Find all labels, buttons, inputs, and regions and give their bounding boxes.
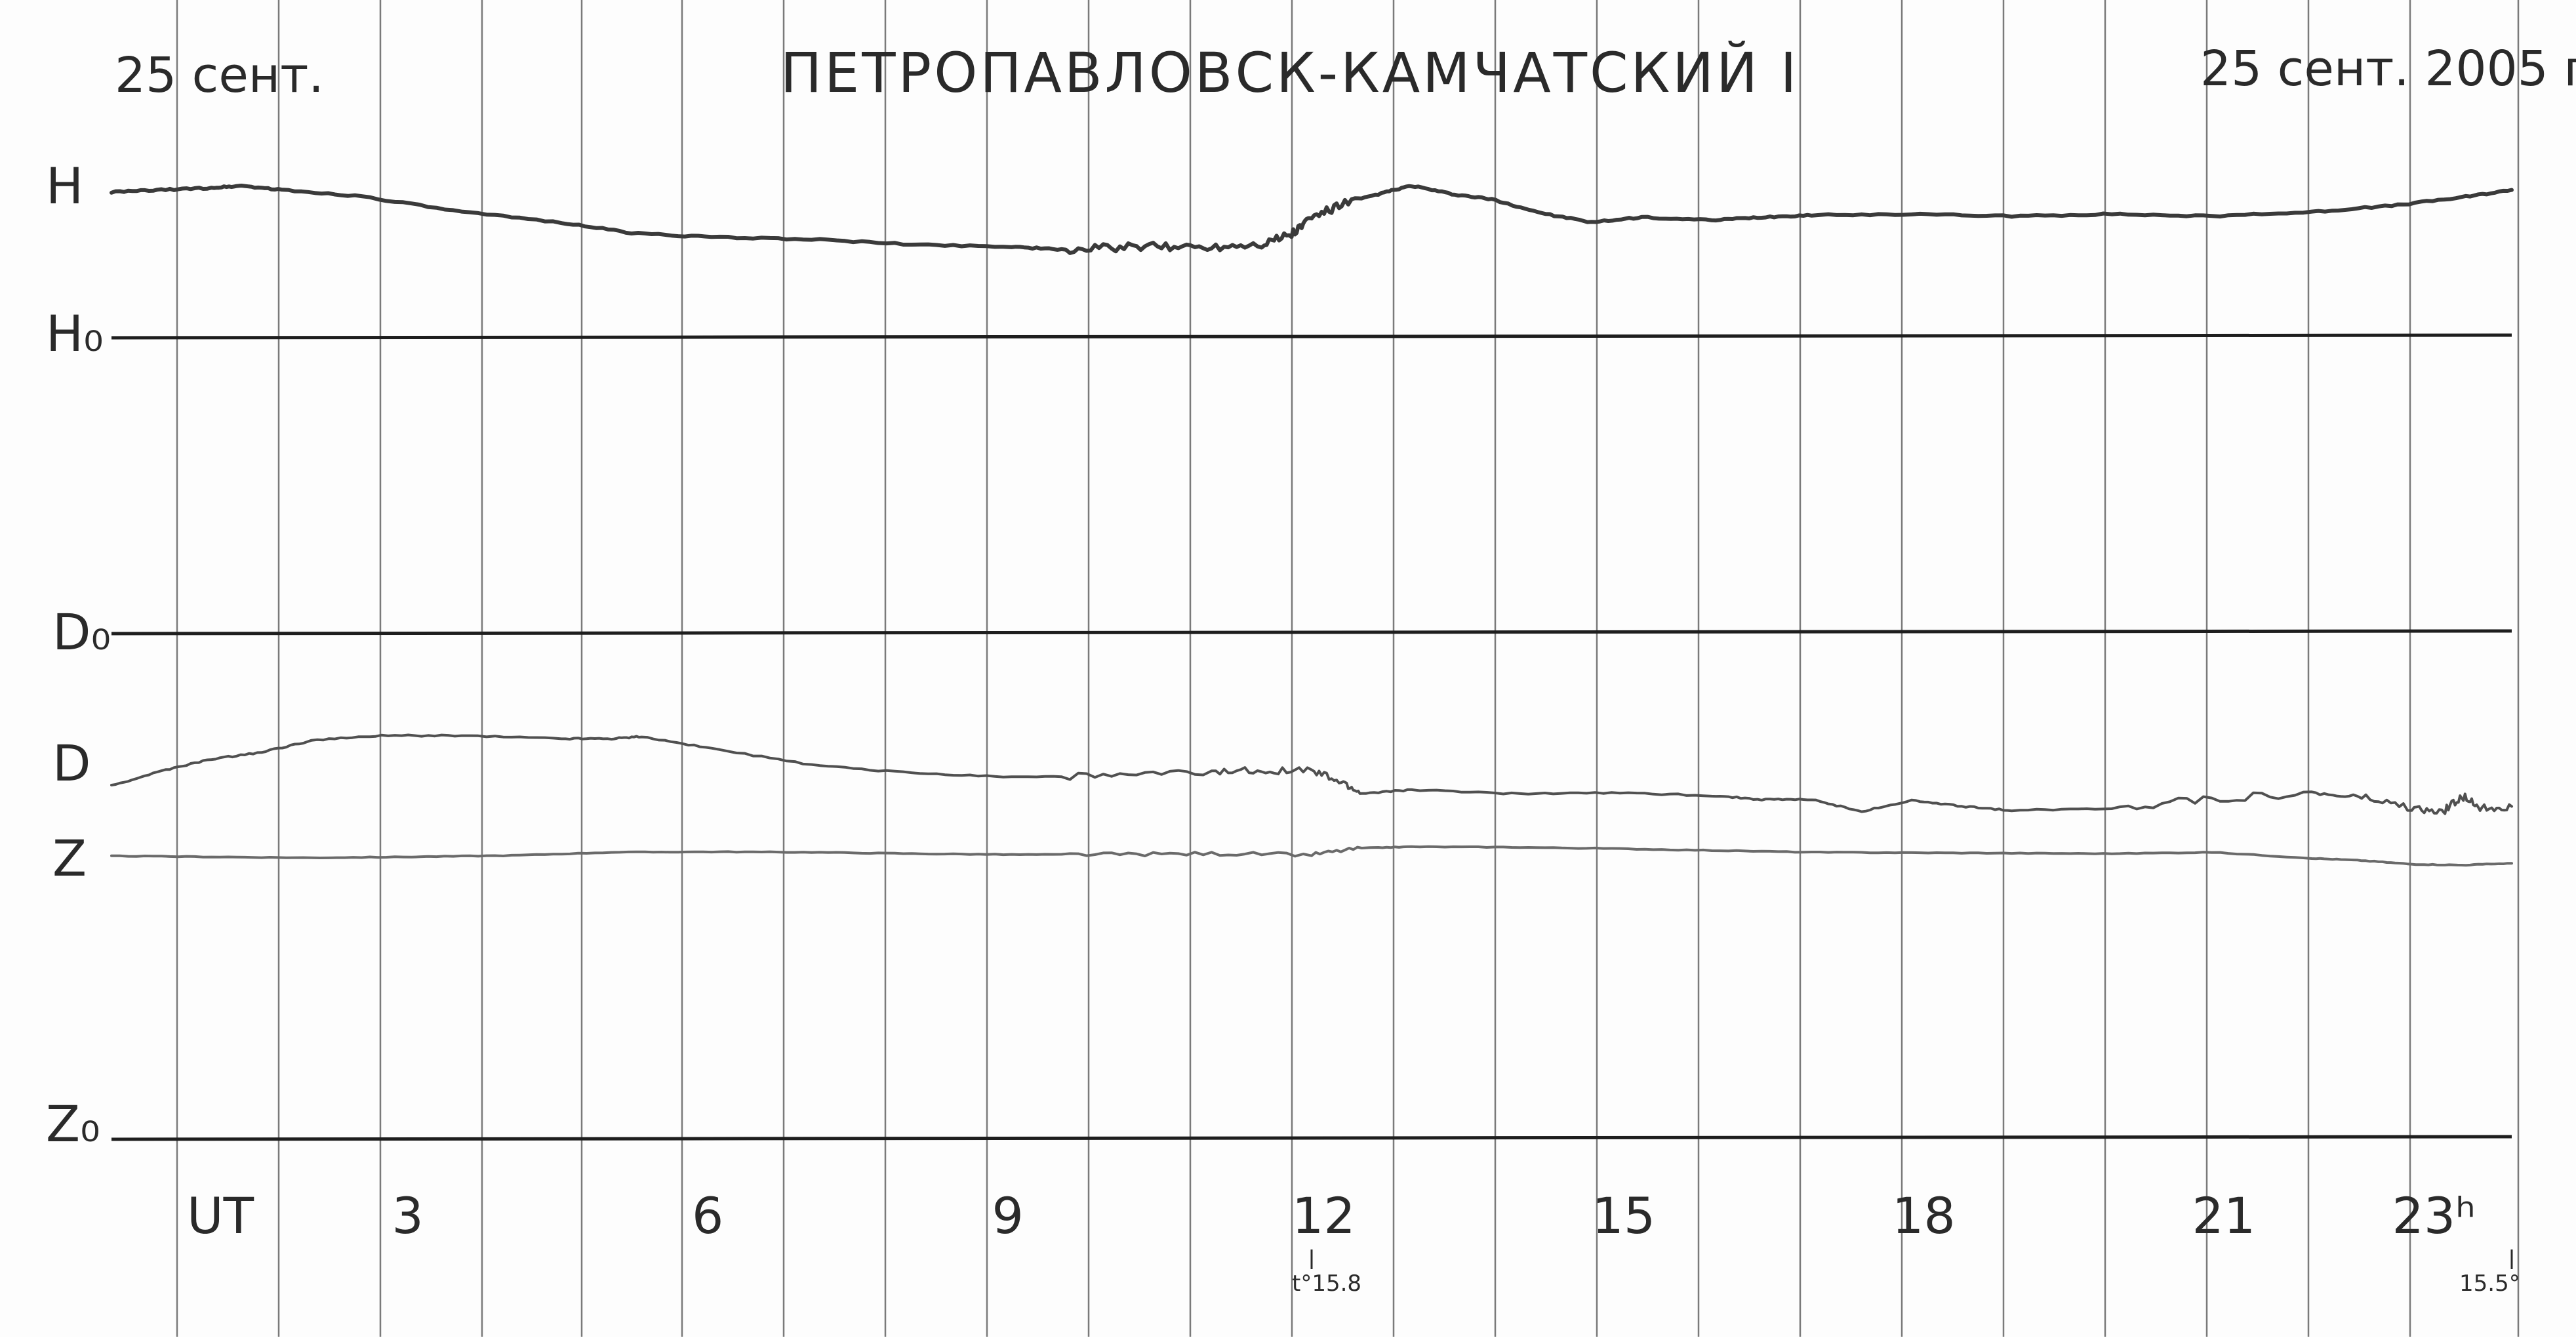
tick-label-15: 15 bbox=[1592, 1187, 1656, 1245]
label-h: H bbox=[46, 157, 83, 215]
label-z: Z bbox=[52, 829, 87, 887]
baseline-D₀ bbox=[111, 629, 2512, 636]
tick-label-21: 21 bbox=[2192, 1187, 2256, 1245]
label-d: D bbox=[52, 734, 91, 792]
label-z0: Z₀ bbox=[46, 1095, 100, 1153]
tick-label-6: 6 bbox=[692, 1187, 723, 1245]
tick-label-12: 12 bbox=[1292, 1187, 1356, 1245]
trace-D bbox=[110, 733, 2513, 815]
trace-Z bbox=[110, 845, 2513, 867]
date-right: 25 сент. 2005 г. bbox=[2200, 41, 2576, 97]
chart-title: ПЕТРОПАВЛОВСК-КАМЧАТСКИЙ I bbox=[780, 41, 1799, 105]
tick-label-23: 23ʰ bbox=[2392, 1187, 2476, 1245]
tick-label-3: 3 bbox=[392, 1187, 424, 1245]
baselines bbox=[111, 333, 2512, 1141]
tick-label-9: 9 bbox=[992, 1187, 1024, 1245]
baseline-H₀ bbox=[111, 333, 2512, 340]
tick-label-18: 18 bbox=[1892, 1187, 1956, 1245]
time-axis-ticks: 3 6 9 12 15 18 21 23ʰ t°15.8 15.5° bbox=[392, 1187, 2520, 1297]
hour-grid bbox=[176, 0, 2520, 1337]
label-d0: D₀ bbox=[52, 603, 111, 661]
label-h0: H₀ bbox=[46, 304, 104, 363]
traces bbox=[110, 184, 2514, 867]
axis-ut-label: UT bbox=[187, 1187, 254, 1245]
temp-mark-label: t°15.8 bbox=[1292, 1270, 1361, 1297]
baseline-Z₀ bbox=[111, 1135, 2512, 1141]
trace-H bbox=[110, 184, 2514, 255]
date-left: 25 сент. bbox=[115, 47, 324, 104]
temp-mark-label: 15.5° bbox=[2459, 1270, 2520, 1297]
